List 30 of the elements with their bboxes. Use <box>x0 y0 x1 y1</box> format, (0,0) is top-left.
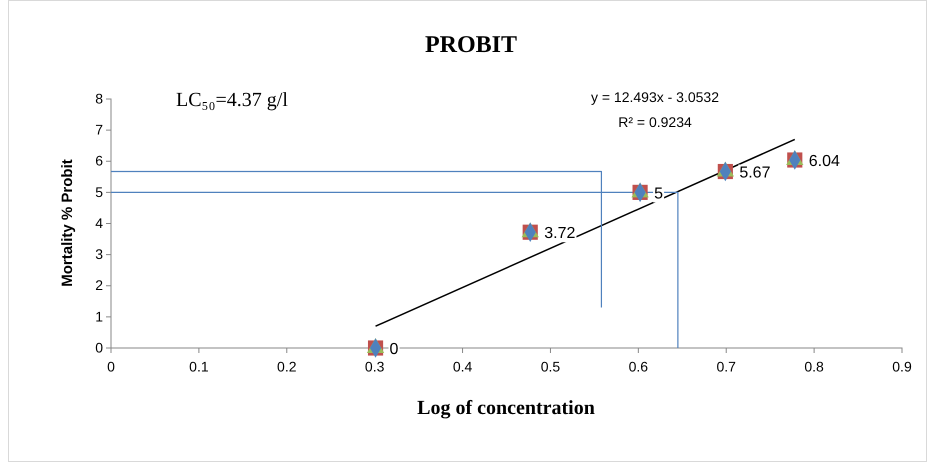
x-tick-label: 0 <box>107 358 116 374</box>
y-tick-label: 0 <box>95 339 104 356</box>
data-label: 3.72 <box>544 225 576 242</box>
y-tick-label: 2 <box>95 277 104 294</box>
x-tick-label: 0.3 <box>364 358 385 374</box>
y-tick-label: 8 <box>95 90 104 106</box>
y-tick-label: 1 <box>95 308 104 324</box>
chart-title: PROBIT <box>424 32 518 58</box>
data-label: 0 <box>390 341 399 358</box>
data-label: 5.67 <box>739 164 771 182</box>
x-tick-label: 0.6 <box>628 358 648 374</box>
x-tick-label: 0.1 <box>189 358 209 374</box>
y-tick-label: 7 <box>95 122 104 138</box>
x-tick-label: 0.9 <box>892 358 912 374</box>
annotation: y = 12.493x - 3.0532 <box>590 89 720 105</box>
y-tick-label: 4 <box>95 214 104 231</box>
y-tick-label: 3 <box>95 246 104 262</box>
x-tick-label: 0.8 <box>804 358 824 374</box>
y-tick-label: 6 <box>95 152 104 169</box>
x-tick-label: 0.5 <box>540 358 560 374</box>
x-axis-title: Log of concentration <box>417 397 595 419</box>
x-tick-label: 0.4 <box>452 358 472 374</box>
x-tick-label: 0.7 <box>716 358 736 374</box>
annotation: LC₅₀=4.37 g/l <box>176 89 288 111</box>
data-label: 6.04 <box>808 153 840 170</box>
y-axis-title: Mortality % Probit <box>59 159 76 287</box>
annotation: R² = 0.9234 <box>618 114 692 130</box>
x-tick-label: 0.2 <box>277 358 297 374</box>
data-label: 5 <box>654 185 664 202</box>
y-tick-label: 5 <box>95 184 104 200</box>
